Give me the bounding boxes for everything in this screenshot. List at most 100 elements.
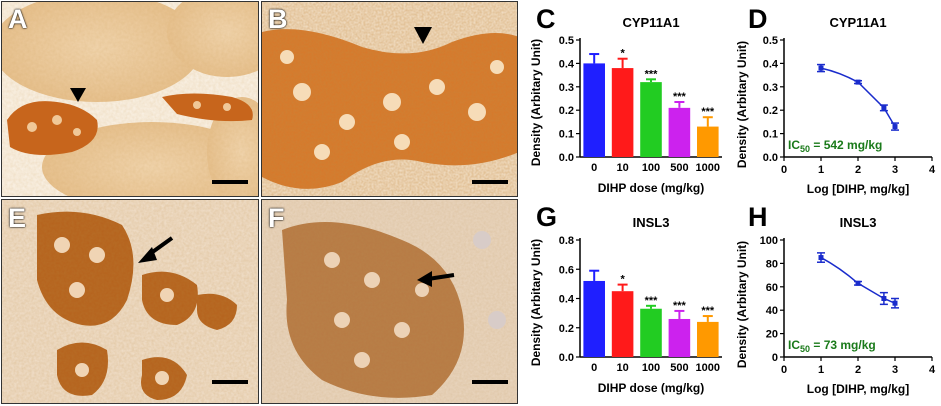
chart-h-insl3-curve: INSL3 0 20 40 60 80 100 0 1 2 3 4 IC50 = 73 mg/kg Log…: [735, 215, 936, 396]
significance-marker: ***: [673, 300, 687, 312]
x-axis-label: Log [DIHP, mg/kg]: [807, 382, 909, 396]
y-tick-label: 0.2: [559, 105, 574, 117]
y-tick-label: 0.6: [559, 264, 574, 276]
x-tick-label: 3: [892, 164, 898, 176]
x-tick-label: 0: [781, 364, 787, 376]
x-tick-label: 4: [929, 364, 936, 376]
panel-label-a: A: [8, 4, 28, 34]
bar-500: [668, 318, 691, 357]
significance-marker: ***: [701, 305, 715, 317]
chart-g-insl3-bar: INSL3 0.0 0.2 0.4 0.6 0.8 0 * 10 *** 100 *** 500 *** 1…: [529, 215, 722, 395]
bar-0: [583, 63, 605, 157]
x-tick-label: 1000: [696, 162, 720, 174]
chart-c-cyp11a1-bar: CYP11A1 0.0 0.1 0.2 0.3 0.4 0.5 0 * 10 *** 100 *** 50…: [529, 15, 722, 195]
fit-curve: [820, 256, 896, 304]
x-tick-label: 0: [591, 162, 597, 174]
data-point: [818, 255, 824, 261]
y-tick-label: 0.0: [763, 152, 778, 164]
panel-label-e: E: [8, 203, 27, 233]
x-axis-label: DIHP dose (mg/kg): [598, 381, 704, 395]
panel-label-b: B: [268, 4, 288, 34]
data-point: [818, 65, 824, 71]
ic50-annotation: IC50 = 73 mg/kg: [788, 338, 876, 354]
micrograph-b: [261, 1, 518, 197]
data-point: [855, 280, 861, 286]
y-tick-label: 0.8: [559, 235, 574, 247]
bar-10: [611, 291, 634, 357]
scale-bar-b: [472, 180, 508, 184]
arrowhead-marker-a: [70, 88, 86, 102]
y-tick-label: 0.5: [763, 35, 778, 47]
data-point: [855, 79, 861, 85]
panel-label-g: G: [536, 202, 558, 232]
y-tick-label: 0.3: [559, 82, 574, 94]
x-tick-label: 0: [591, 362, 597, 374]
y-tick-label: 0: [772, 352, 778, 364]
bar-0: [583, 280, 605, 357]
y-tick-label: 80: [766, 258, 778, 270]
y-axis-label: Density (Arbitary Unit): [735, 41, 749, 168]
panel-label-d: D: [748, 4, 768, 34]
x-tick-label: 100: [642, 362, 660, 374]
data-point: [892, 124, 898, 130]
bar-100: [640, 82, 662, 157]
panel-label-f: F: [268, 203, 285, 233]
x-tick-label: 1: [818, 164, 824, 176]
arrowhead-marker-b: [414, 27, 432, 44]
x-tick-label: 100: [642, 162, 660, 174]
x-tick-label: 500: [670, 362, 688, 374]
significance-marker: ***: [701, 106, 715, 118]
y-tick-label: 40: [766, 305, 778, 317]
y-axis-label: Density (Arbitary Unit): [529, 239, 543, 366]
significance-marker: ***: [673, 91, 687, 103]
chart-title: INSL3: [633, 215, 670, 230]
bar-1000: [697, 126, 719, 157]
y-tick-label: 60: [766, 282, 778, 294]
x-tick-label: 500: [670, 162, 688, 174]
chart-title: INSL3: [840, 215, 877, 230]
bar-500: [668, 107, 691, 157]
x-tick-label: 2: [855, 164, 861, 176]
significance-marker: *: [620, 274, 625, 286]
y-tick-label: 0.2: [559, 323, 574, 335]
bar-1000: [697, 321, 719, 357]
data-point: [892, 300, 898, 306]
x-tick-label: 2: [855, 364, 861, 376]
scale-bar-e: [212, 380, 248, 384]
micrograph-f: [261, 199, 518, 404]
x-axis-label: DIHP dose (mg/kg): [598, 181, 704, 195]
y-tick-label: 0.5: [559, 35, 574, 47]
y-tick-label: 0.3: [763, 82, 778, 94]
x-tick-label: 10: [616, 362, 628, 374]
y-tick-label: 20: [766, 329, 778, 341]
micrograph-f-image: [262, 200, 517, 403]
fit-curve: [820, 67, 896, 127]
arrow-marker-f: [427, 273, 455, 281]
y-axis-label: Density (Arbitary Unit): [735, 241, 749, 368]
scale-bar-f: [472, 380, 508, 384]
scale-bar-a: [212, 180, 248, 184]
x-tick-label: 4: [929, 164, 936, 176]
y-tick-label: 0.2: [763, 105, 778, 117]
chart-title: CYP11A1: [829, 15, 886, 30]
micrograph-a-image: [2, 2, 258, 196]
y-tick-label: 0.1: [559, 129, 574, 141]
ic50-annotation: IC50 = 542 mg/kg: [788, 138, 882, 154]
data-point: [881, 296, 887, 301]
data-point: [881, 105, 887, 111]
x-tick-label: 1000: [696, 362, 720, 374]
x-tick-label: 0: [781, 164, 787, 176]
x-axis-label: Log [DIHP, mg/kg]: [807, 182, 909, 196]
x-tick-label: 10: [616, 162, 628, 174]
panel-label-h: H: [748, 202, 768, 232]
chart-title: CYP11A1: [622, 15, 679, 30]
significance-marker: ***: [645, 295, 659, 307]
y-axis-label: Density (Arbitary Unit): [529, 39, 543, 166]
micrograph-e-image: [2, 200, 258, 403]
micrograph-e: [1, 199, 259, 404]
x-tick-label: 1: [818, 364, 824, 376]
y-tick-label: 0.4: [763, 58, 779, 70]
y-tick-label: 0.0: [559, 152, 574, 164]
significance-marker: *: [620, 48, 625, 60]
significance-marker: ***: [645, 68, 659, 80]
